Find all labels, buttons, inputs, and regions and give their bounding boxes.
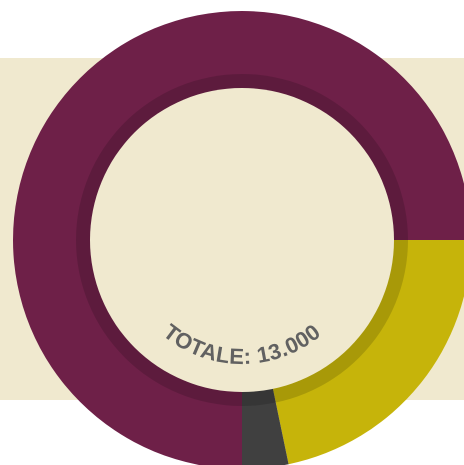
- inner-disc: [90, 88, 394, 392]
